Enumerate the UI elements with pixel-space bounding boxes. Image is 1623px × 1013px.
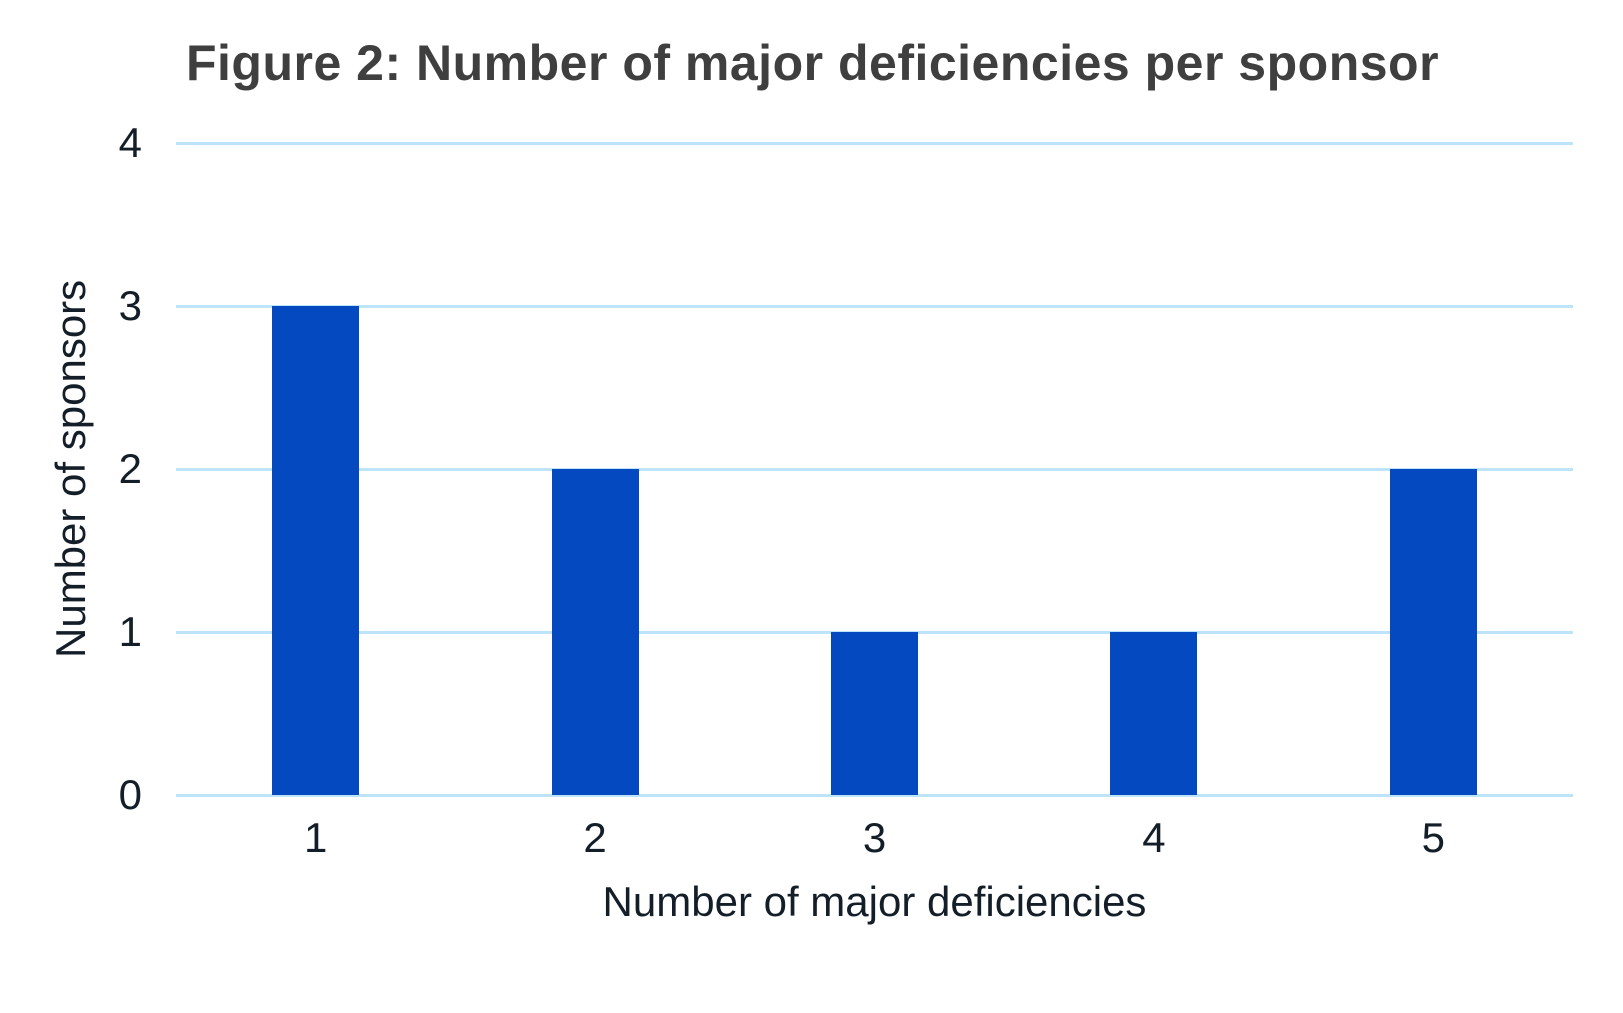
bars-container xyxy=(176,143,1573,795)
x-tick-label: 2 xyxy=(583,814,607,861)
gridline xyxy=(176,304,1573,308)
bar-slot xyxy=(455,143,734,795)
x-tick-label: 1 xyxy=(304,814,328,861)
y-tick-label: 2 xyxy=(118,445,142,492)
y-tick-label: 3 xyxy=(118,282,142,329)
y-tick-label: 0 xyxy=(118,771,142,818)
bar-category-5 xyxy=(1389,469,1477,795)
x-tick-label: 4 xyxy=(1142,814,1166,861)
plot-area xyxy=(176,141,1573,797)
gridline xyxy=(176,793,1573,797)
y-tick-label: 4 xyxy=(118,119,142,166)
y-axis-ticks: 0 1 2 3 4 xyxy=(0,122,150,816)
bar-slot xyxy=(1294,143,1573,795)
chart-title: Figure 2: Number of major deficiencies p… xyxy=(186,35,1440,91)
x-tick-label: 3 xyxy=(862,814,887,861)
bar-slot xyxy=(1014,143,1293,795)
x-axis-ticks: 1 2 3 4 5 xyxy=(176,814,1573,862)
x-tick-label: 5 xyxy=(1421,814,1445,861)
bar-slot xyxy=(735,143,1014,795)
bar-category-1 xyxy=(272,306,360,795)
x-axis-title: Number of major deficiencies xyxy=(602,878,1147,925)
bar-category-3 xyxy=(831,632,919,795)
gridline xyxy=(176,467,1573,471)
bar-slot xyxy=(176,143,455,795)
bar-category-2 xyxy=(551,469,639,795)
y-tick-label: 1 xyxy=(118,608,142,655)
gridline xyxy=(176,141,1573,145)
bar-category-4 xyxy=(1110,632,1198,795)
